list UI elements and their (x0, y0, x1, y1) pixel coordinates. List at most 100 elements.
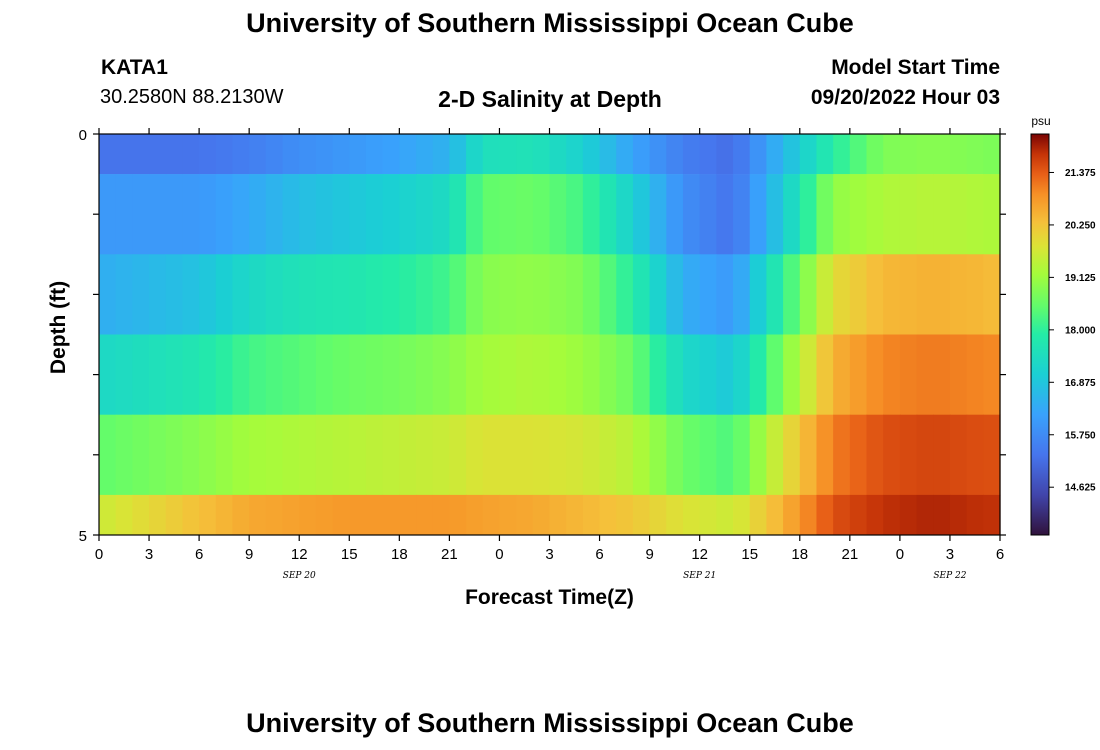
heatmap-cell (315, 414, 334, 496)
colorbar-unit: psu (1031, 114, 1050, 128)
heatmap-cell (132, 174, 150, 255)
second-plot-title: University of Southern Mississippi Ocean… (246, 708, 854, 738)
heatmap-cell (482, 414, 501, 496)
heatmap-cell (132, 334, 150, 415)
heatmap-cell (516, 134, 534, 175)
heatmap-cell (799, 254, 818, 335)
heatmap-cell (332, 254, 350, 335)
x-tick-label: 3 (946, 546, 954, 563)
heatmap-cell (699, 414, 717, 496)
heatmap-cell (399, 494, 417, 536)
heatmap-cell (382, 134, 400, 175)
heatmap-cell (883, 134, 901, 175)
heatmap-cell (282, 334, 300, 415)
heatmap-cell (749, 254, 768, 335)
heatmap-cell (666, 174, 684, 255)
heatmap-cell (799, 174, 818, 255)
heatmap-cell (349, 334, 367, 415)
x-tick-label: 21 (441, 546, 458, 563)
heatmap-cell (833, 494, 851, 536)
heatmap-cell (466, 334, 484, 415)
heatmap-cell (466, 414, 484, 496)
heatmap-cell (382, 174, 400, 255)
heatmap-cell (466, 134, 484, 175)
heatmap-cell (733, 174, 751, 255)
heatmap-cell (816, 174, 834, 255)
heatmap-cell (716, 174, 734, 255)
heatmap-cell (215, 334, 234, 415)
colorbar-tick-label: 19.125 (1065, 273, 1096, 284)
heatmap-cell (282, 174, 300, 255)
heatmap-cell (99, 174, 117, 255)
heatmap-cell (432, 334, 450, 415)
heatmap-cell (299, 134, 317, 175)
heatmap-cell (799, 334, 818, 415)
heatmap-cell (582, 494, 601, 536)
heatmap-cell (215, 494, 234, 536)
heatmap-cell (933, 134, 951, 175)
heatmap-cell (199, 254, 217, 335)
y-axis-ticks: 05 (79, 127, 1006, 545)
heatmap-cell (416, 334, 434, 415)
x-tick-label: 12 (691, 546, 708, 563)
heatmap-cell (632, 494, 651, 536)
heatmap-cell (866, 134, 884, 175)
heatmap-cell (866, 254, 884, 335)
heatmap-cell (582, 414, 601, 496)
x-tick-label: 0 (896, 546, 904, 563)
y-tick-label: 0 (79, 127, 87, 144)
heatmap-cell (949, 414, 968, 496)
heatmap-cell (916, 334, 934, 415)
heatmap-cell (282, 134, 300, 175)
x-tick-label: 12 (291, 546, 308, 563)
heatmap-cell (532, 254, 551, 335)
heatmap-cell (582, 334, 601, 415)
heatmap-cell (532, 134, 551, 175)
heatmap-cell (833, 134, 851, 175)
heatmap-cell (749, 174, 768, 255)
heatmap-cell (566, 414, 584, 496)
heatmap-cell (983, 334, 1001, 415)
heatmap-cell (682, 414, 701, 496)
heatmap-cell (232, 414, 250, 496)
heatmap-cell (833, 334, 851, 415)
heatmap-cell (749, 134, 768, 175)
x-tick-label: 0 (495, 546, 503, 563)
heatmap-cell (616, 334, 634, 415)
heatmap-cell (99, 254, 117, 335)
heatmap-cell (949, 134, 968, 175)
heatmap-cell (549, 174, 567, 255)
y-axis-title: Depth (ft) (47, 281, 70, 374)
heatmap-cell (716, 254, 734, 335)
heatmap-cell (983, 494, 1001, 536)
heatmap-cell (199, 494, 217, 536)
heatmap-cell (783, 414, 801, 496)
heatmap-cell (599, 174, 617, 255)
heatmap-cell (616, 174, 634, 255)
heatmap-cell (516, 334, 534, 415)
heatmap-cell (299, 174, 317, 255)
heatmap-cell (332, 414, 350, 496)
heatmap-cell (132, 494, 150, 536)
x-tick-label: 15 (741, 546, 758, 563)
heatmap-cell (399, 414, 417, 496)
heatmap-cell (199, 134, 217, 175)
heatmap-cell (766, 254, 784, 335)
heatmap-cell (115, 414, 133, 496)
heatmap-cell (499, 134, 517, 175)
heatmap-cell (733, 134, 751, 175)
heatmap-cell (265, 174, 284, 255)
heatmap-cell (649, 494, 667, 536)
heatmap-cell (516, 174, 534, 255)
heatmap-cell (365, 414, 384, 496)
heatmap-cell (716, 134, 734, 175)
heatmap-cell (149, 174, 167, 255)
heatmap-cell (232, 134, 250, 175)
x-axis-ticks: 0 3 6 9 12 15 18 21 0 3 6 9 12 15 18 21 0 3 6 SEP 20 SEP 21 S… (95, 128, 1004, 581)
heatmap-cell (682, 174, 701, 255)
heatmap-cell (816, 334, 834, 415)
heatmap-cell (249, 494, 267, 536)
heatmap-cell (332, 334, 350, 415)
heatmap-cell (482, 174, 501, 255)
